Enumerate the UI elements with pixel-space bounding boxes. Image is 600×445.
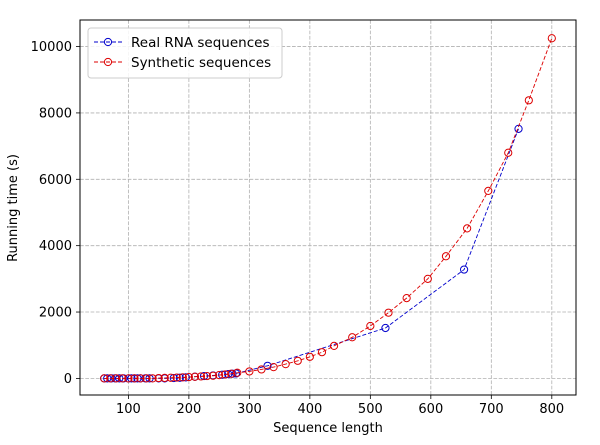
data-point — [459, 265, 469, 274]
plot-frame — [79, 19, 577, 396]
data-point — [178, 373, 187, 382]
data-point — [281, 360, 290, 369]
x-tick-label: 400 — [297, 402, 322, 417]
data-point — [227, 369, 236, 378]
data-point — [136, 374, 145, 383]
data-point — [166, 373, 175, 382]
data-point — [148, 374, 157, 383]
x-tick-label: 200 — [176, 402, 201, 417]
data-point — [124, 374, 133, 383]
data-point — [263, 361, 272, 370]
data-point — [208, 371, 218, 380]
data-point — [100, 374, 109, 383]
data-point — [215, 370, 224, 380]
x-tick-label: 600 — [418, 402, 443, 417]
data-point — [202, 371, 212, 381]
x-tick-label: 800 — [539, 402, 564, 417]
data-point — [169, 373, 178, 383]
data-point — [130, 374, 139, 383]
axis-ticks: 100 200 300 400 500 600 700 8000200040006000800… — [31, 40, 565, 417]
data-point — [514, 124, 523, 133]
series-1 — [100, 124, 523, 383]
data-point — [305, 352, 314, 361]
data-point — [441, 252, 451, 261]
legend-marker — [103, 57, 113, 67]
data-point — [269, 363, 278, 372]
data-point — [329, 341, 339, 350]
series-2 — [100, 34, 556, 383]
legend-box — [87, 27, 283, 79]
data-point — [221, 370, 230, 379]
data-point — [384, 308, 393, 317]
data-point — [547, 34, 556, 43]
x-tick-label: 500 — [358, 402, 383, 417]
data-point — [245, 367, 254, 376]
data-point — [106, 374, 115, 383]
data-point — [172, 373, 181, 382]
data-point — [196, 372, 206, 381]
data-point — [293, 356, 302, 365]
data-point — [184, 372, 193, 382]
data-point — [463, 224, 472, 233]
data-point — [366, 321, 375, 331]
y-tick-label: 8000 — [39, 106, 72, 121]
data-point — [233, 368, 242, 377]
data-point — [423, 274, 432, 283]
data-point — [154, 373, 163, 383]
x-axis-label: Sequence length — [273, 421, 383, 436]
data-point — [142, 374, 151, 383]
y-tick-label: 10000 — [31, 40, 72, 55]
data-point — [348, 333, 357, 342]
data-point — [118, 374, 127, 383]
data-point — [257, 365, 266, 374]
y-axis-label: Running time (s) — [6, 154, 21, 262]
series-line — [104, 38, 553, 379]
legend-label: Real RNA sequences — [131, 35, 270, 51]
data-point — [112, 374, 121, 383]
x-tick-label: 700 — [479, 402, 504, 417]
legend-marker — [103, 37, 113, 47]
legend: Real RNA sequences Synthetic sequences — [87, 27, 283, 79]
data-point — [484, 186, 493, 196]
y-tick-label: 0 — [64, 372, 72, 387]
data-point — [504, 148, 513, 157]
data-point — [381, 323, 390, 333]
y-tick-label: 2000 — [39, 306, 72, 321]
data-point — [190, 372, 200, 381]
y-tick-label: 6000 — [39, 173, 72, 188]
data-point — [317, 348, 327, 357]
series-layer — [100, 34, 556, 383]
x-tick-label: 100 — [116, 402, 141, 417]
data-point — [160, 373, 169, 383]
data-point — [402, 293, 411, 303]
data-point — [524, 96, 533, 105]
y-tick-label: 4000 — [39, 239, 72, 254]
x-tick-label: 300 — [237, 402, 262, 417]
legend-label: Synthetic sequences — [131, 55, 271, 71]
series-line — [104, 128, 519, 379]
